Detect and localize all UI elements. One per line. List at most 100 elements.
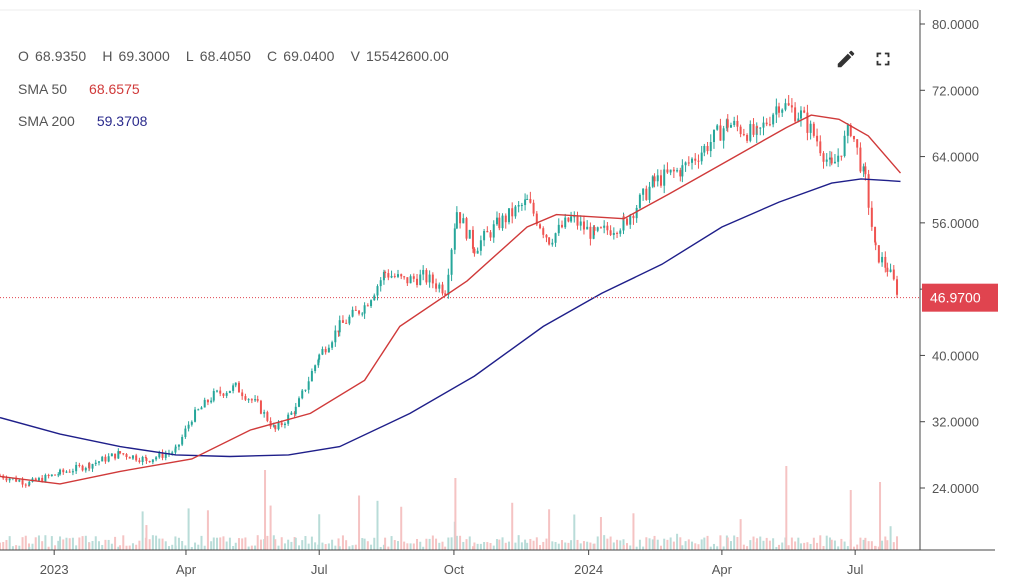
volume-bar: [803, 542, 806, 550]
candle-body: [539, 224, 542, 229]
candle-body: [171, 452, 174, 454]
volume-bar: [187, 508, 190, 550]
candle-body: [110, 453, 113, 457]
y-tick-label: 72.0000: [932, 83, 979, 98]
volume-bar: [290, 541, 293, 550]
volume-bar: [37, 535, 40, 550]
candle-body: [896, 279, 899, 295]
candle-body: [742, 134, 745, 136]
last-price-tag: [922, 283, 998, 312]
volume-bar: [307, 543, 310, 550]
candle-body: [412, 276, 415, 279]
volume-bar: [151, 535, 154, 550]
volume-bar: [529, 538, 532, 550]
candle-body: [382, 271, 385, 281]
candle-body: [379, 280, 382, 287]
candle-body: [222, 393, 225, 396]
volume-bar: [551, 541, 554, 550]
candle-body: [616, 232, 619, 234]
candle-body: [435, 283, 438, 289]
volume-bar: [44, 535, 47, 550]
candle-body: [473, 248, 476, 254]
candle-body: [190, 421, 193, 425]
volume-bar: [338, 546, 341, 550]
candle-body: [752, 124, 755, 135]
candle-body: [125, 454, 128, 458]
volume-bar: [283, 543, 286, 550]
volume-bar: [8, 536, 11, 550]
candle-body: [483, 231, 486, 241]
volume-bar: [310, 536, 313, 550]
candle-body: [301, 390, 304, 399]
candle-body: [495, 217, 498, 225]
candle-body: [327, 347, 330, 353]
candle-body: [65, 471, 68, 473]
volume-bar: [752, 536, 755, 550]
volume-bar: [570, 540, 573, 550]
volume-bar: [59, 536, 62, 550]
candle-body: [298, 398, 301, 407]
edit-button[interactable]: [835, 48, 857, 70]
volume-bar: [619, 540, 622, 550]
volume-bar: [57, 540, 60, 550]
volume-bar: [476, 543, 479, 550]
volume-bar: [896, 536, 899, 550]
candle-body: [406, 277, 409, 284]
volume-bar: [24, 535, 27, 550]
volume-bar: [361, 538, 364, 550]
volume-bar: [772, 538, 775, 550]
volume-bar: [135, 544, 138, 550]
candle-body: [812, 123, 815, 136]
volume-bar: [651, 539, 654, 550]
volume-bar: [603, 535, 606, 550]
candle-body: [837, 155, 840, 162]
candle-body: [34, 478, 37, 481]
candle-body: [700, 152, 703, 162]
high-readout: H 69.3000: [102, 48, 170, 64]
volume-bar: [812, 537, 815, 550]
volume-bar: [733, 535, 736, 550]
volume-bar: [852, 546, 855, 550]
volume-bar: [396, 541, 399, 550]
candle-body: [749, 124, 752, 141]
sma200-legend[interactable]: SMA 200 59.3708: [18, 113, 147, 129]
candle-body: [351, 309, 354, 317]
volume-readout: V 15542600.00: [350, 48, 449, 64]
candle-body: [648, 186, 651, 200]
candle-body: [18, 480, 21, 482]
volume-bar: [400, 506, 403, 550]
candle-body: [551, 242, 554, 245]
volume-bar: [892, 542, 895, 550]
x-tick-label: 2024: [574, 562, 603, 577]
volume-bar: [117, 546, 120, 550]
volume-bar: [266, 535, 269, 550]
candle-body: [514, 206, 517, 217]
sma200-label: SMA 200: [18, 113, 75, 129]
volume-bar: [669, 537, 672, 550]
candle-body: [422, 270, 425, 275]
volume-spike: [849, 490, 852, 550]
candle-body: [376, 286, 379, 296]
candle-body: [716, 125, 719, 130]
candle-body: [465, 218, 468, 239]
volume-bar: [799, 543, 802, 550]
fullscreen-button[interactable]: [872, 48, 894, 70]
volume-bar: [554, 541, 557, 550]
candle-body: [830, 157, 833, 164]
candle-body: [225, 392, 228, 396]
candle-body: [560, 224, 563, 228]
volume-spike: [785, 466, 788, 550]
candle-body: [148, 460, 151, 463]
volume-bar: [840, 538, 843, 550]
candle-body: [232, 385, 235, 391]
candle-body: [468, 229, 471, 239]
volume-bar: [416, 538, 419, 550]
volume-bar: [194, 542, 197, 550]
volume-bar: [94, 536, 97, 550]
sma50-legend[interactable]: SMA 50 68.6575: [18, 81, 140, 97]
volume-bar: [184, 545, 187, 550]
volume-bar: [589, 542, 592, 550]
candle-body: [840, 155, 843, 157]
candle-body: [504, 215, 507, 223]
